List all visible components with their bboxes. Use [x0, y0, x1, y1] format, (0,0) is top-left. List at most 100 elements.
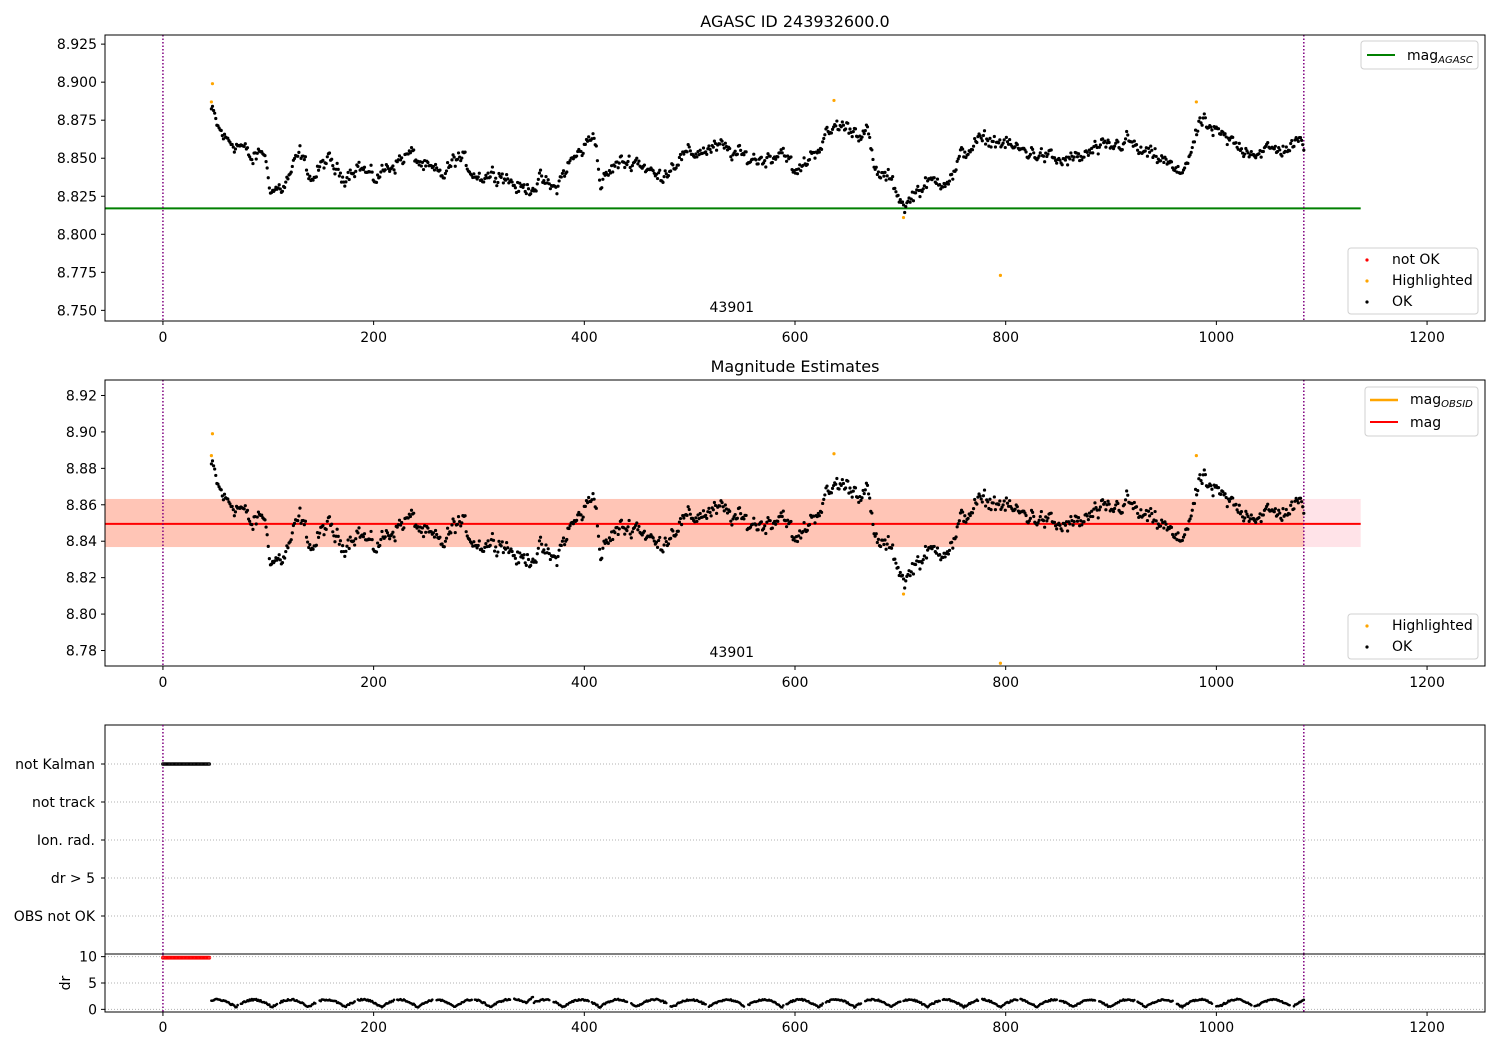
dr-point — [392, 998, 396, 1002]
ok-point — [1002, 138, 1006, 142]
ok-point — [909, 570, 913, 574]
ok-point — [1153, 147, 1157, 151]
ok-point — [1176, 164, 1180, 169]
ok-point — [592, 136, 596, 140]
ok-point — [1266, 140, 1270, 145]
ok-point — [658, 168, 662, 172]
ok-point — [819, 510, 824, 514]
ok-point — [661, 550, 665, 554]
ok-point — [635, 156, 639, 160]
ok-point — [522, 183, 526, 187]
ok-point — [1013, 507, 1017, 511]
ok-point — [529, 563, 533, 568]
ok-point — [1219, 132, 1223, 136]
ok-point — [526, 187, 531, 191]
ok-point — [868, 496, 872, 500]
ok-point — [729, 519, 733, 523]
ok-point — [770, 160, 774, 165]
ok-point — [989, 145, 993, 149]
ok-point — [267, 186, 271, 190]
ok-point — [1162, 160, 1166, 165]
ok-point — [525, 182, 530, 187]
ok-point — [735, 516, 739, 520]
dr-point — [782, 1004, 785, 1007]
ok-point — [1093, 501, 1097, 505]
ok-point — [1139, 508, 1143, 512]
x-tick-label: 200 — [360, 675, 387, 691]
ok-point — [1001, 141, 1005, 145]
ok-point — [278, 187, 282, 191]
ok-point — [922, 184, 926, 188]
ok-point — [857, 500, 861, 504]
not-kalman-point — [170, 762, 175, 766]
ok-point — [630, 530, 634, 534]
ok-point — [865, 125, 870, 129]
ok-point — [308, 542, 312, 547]
ok-point — [1086, 153, 1090, 158]
ok-point — [453, 164, 457, 168]
ok-point — [1281, 144, 1285, 148]
not-kalman-point — [183, 762, 187, 766]
dr-point — [625, 1000, 629, 1004]
not-kalman-point — [207, 762, 212, 766]
ok-point — [1197, 477, 1201, 481]
not-kalman-point — [166, 762, 171, 766]
ok-point — [254, 157, 258, 161]
ok-point — [781, 146, 785, 150]
ok-point — [289, 170, 293, 174]
ok-point — [351, 171, 356, 175]
ok-point — [730, 523, 734, 527]
ok-point — [946, 182, 951, 186]
ok-point — [1134, 505, 1139, 509]
ok-point — [560, 539, 565, 543]
ok-point — [1216, 486, 1221, 490]
ok-point — [762, 526, 766, 531]
ok-point — [1024, 150, 1028, 154]
highlighted-point — [998, 273, 1003, 277]
ok-point — [587, 495, 591, 500]
ok-point — [579, 513, 583, 517]
ok-point — [1125, 489, 1129, 493]
ok-point — [506, 177, 510, 181]
ok-point — [1015, 142, 1019, 147]
ok-point — [1039, 147, 1043, 151]
ok-point — [1169, 525, 1174, 529]
flags-panel: not Kalman not track Ion. rad. dr > 5 OB… — [14, 724, 1486, 955]
ok-point — [846, 479, 850, 483]
ok-point — [266, 544, 270, 548]
ok-point — [398, 523, 403, 527]
not-kalman-point — [188, 762, 193, 766]
ok-point — [894, 190, 898, 194]
ok-point — [943, 184, 947, 189]
ok-point — [1149, 506, 1153, 511]
ok-point — [1126, 493, 1130, 497]
flag-label-obs-not-ok: OBS not OK — [14, 909, 96, 925]
ok-point — [324, 527, 328, 531]
ok-point — [860, 496, 864, 500]
ok-point — [250, 523, 254, 527]
dr-point — [275, 1002, 279, 1006]
ok-point — [581, 515, 585, 519]
ok-point — [517, 189, 521, 193]
ok-point — [314, 543, 318, 547]
ok-point — [408, 151, 413, 155]
ok-point — [802, 520, 806, 525]
ok-point — [216, 482, 220, 486]
ok-point — [337, 542, 341, 546]
not-kalman-point — [168, 762, 172, 766]
ok-point — [356, 531, 360, 535]
ok-point — [980, 139, 984, 143]
ok-point — [819, 147, 824, 151]
ok-point — [1296, 501, 1300, 505]
ok-point — [397, 154, 402, 158]
ok-point — [1202, 112, 1206, 116]
ok-point — [898, 570, 902, 575]
ok-point — [450, 158, 454, 162]
ok-point — [728, 509, 732, 514]
ok-point — [591, 492, 595, 496]
y-tick-label: 8.90 — [66, 425, 97, 441]
ok-point — [1001, 503, 1005, 507]
not-kalman-point — [204, 762, 208, 766]
ok-point — [421, 167, 426, 172]
ok-point — [1104, 508, 1108, 512]
